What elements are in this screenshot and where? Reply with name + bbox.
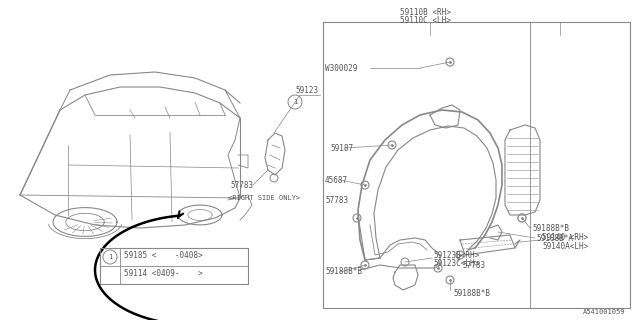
Text: 59123C<LH>: 59123C<LH> <box>433 260 479 268</box>
Text: 59140A<LH>: 59140A<LH> <box>542 242 588 251</box>
Circle shape <box>353 214 361 222</box>
Text: 59188B*B: 59188B*B <box>453 289 490 298</box>
Text: 59123B<RH>: 59123B<RH> <box>433 251 479 260</box>
Text: 59188B*B: 59188B*B <box>325 268 362 276</box>
Text: 59123: 59123 <box>295 85 318 94</box>
Text: 59110B <RH>: 59110B <RH> <box>400 7 451 17</box>
Text: 1: 1 <box>108 254 112 260</box>
Text: 57783: 57783 <box>230 180 253 189</box>
Circle shape <box>446 276 454 284</box>
Circle shape <box>361 181 369 189</box>
Text: A541001059: A541001059 <box>582 309 625 315</box>
Text: 57783: 57783 <box>462 260 485 269</box>
Circle shape <box>388 141 396 149</box>
Text: 59110C <LH>: 59110C <LH> <box>400 15 451 25</box>
Text: 59187: 59187 <box>330 143 353 153</box>
Circle shape <box>456 251 464 259</box>
Text: 59185 <    -0408>: 59185 < -0408> <box>124 252 203 260</box>
Circle shape <box>518 214 526 222</box>
Circle shape <box>361 261 369 269</box>
Text: 45687: 45687 <box>325 175 348 185</box>
Text: 59114 <0409-    >: 59114 <0409- > <box>124 269 203 278</box>
Text: <RIGHT SIDE ONLY>: <RIGHT SIDE ONLY> <box>228 195 300 201</box>
Text: 59188B*A: 59188B*A <box>536 234 573 243</box>
Circle shape <box>518 214 526 222</box>
Circle shape <box>446 58 454 66</box>
Circle shape <box>401 258 409 266</box>
Text: W300029: W300029 <box>325 63 357 73</box>
Circle shape <box>434 264 442 272</box>
Text: 59188B*B: 59188B*B <box>532 223 569 233</box>
Text: 59140 <RH>: 59140 <RH> <box>542 233 588 242</box>
Text: 1: 1 <box>293 99 297 105</box>
Text: 57783: 57783 <box>325 196 348 204</box>
Circle shape <box>270 174 278 182</box>
